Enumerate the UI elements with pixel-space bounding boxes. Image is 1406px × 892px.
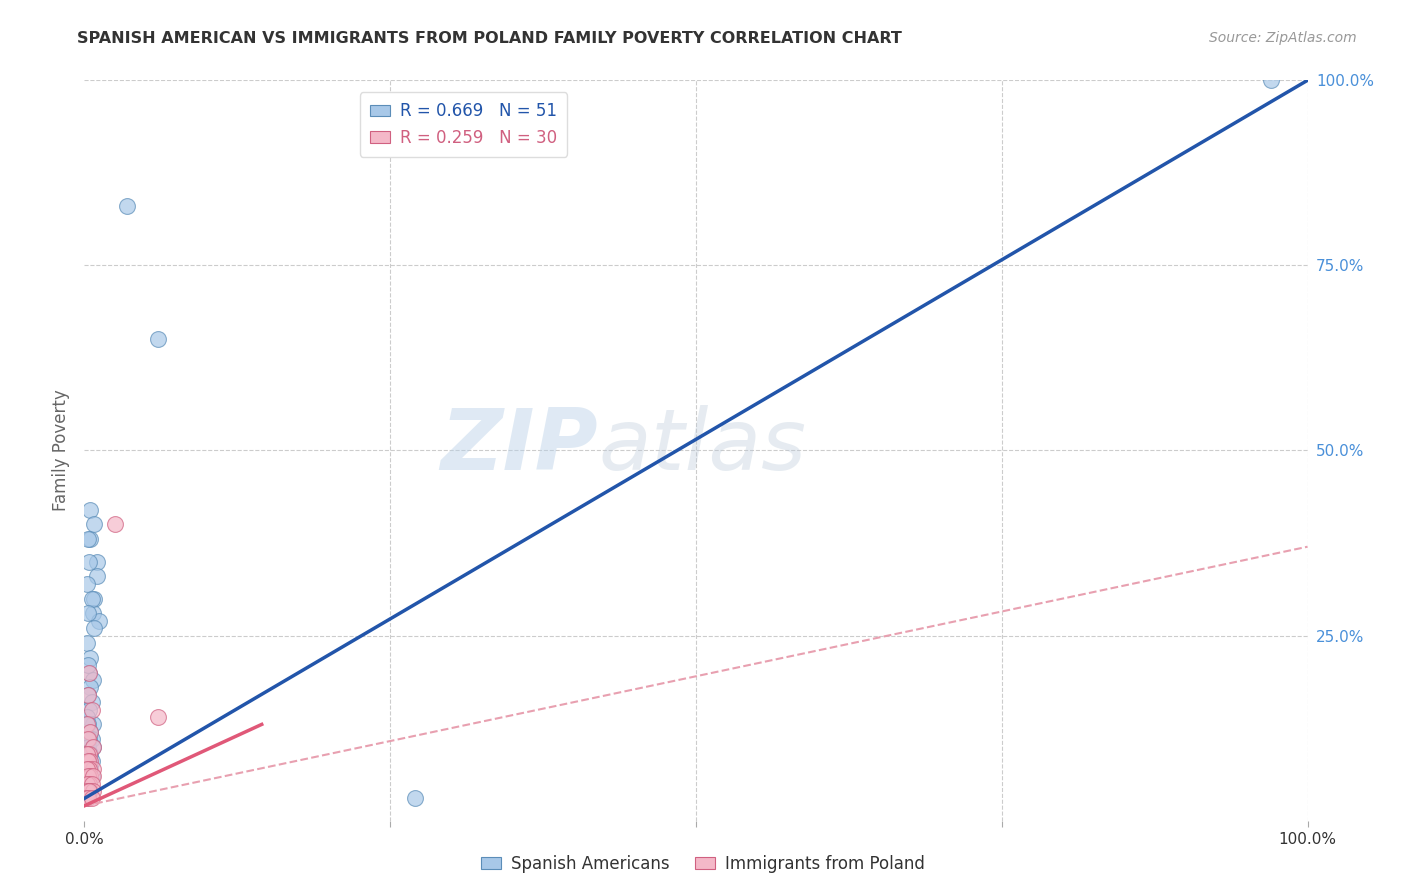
- Point: [77, 784, 100, 798]
- Point: [83, 517, 105, 532]
- Point: [77, 665, 100, 680]
- Point: [76, 747, 98, 761]
- Point: [77, 769, 100, 783]
- Point: [82, 739, 104, 754]
- Point: [86, 555, 108, 569]
- Text: atlas: atlas: [598, 405, 806, 488]
- Point: [80, 591, 103, 606]
- Point: [79, 533, 101, 547]
- Point: [77, 732, 100, 747]
- Point: [86, 569, 108, 583]
- Point: [79, 784, 101, 798]
- Point: [77, 732, 100, 747]
- Text: Source: ZipAtlas.com: Source: ZipAtlas.com: [1209, 31, 1357, 45]
- Point: [79, 755, 101, 769]
- Point: [77, 747, 100, 761]
- Point: [82, 717, 104, 731]
- Point: [76, 636, 98, 650]
- Point: [77, 658, 100, 673]
- Point: [404, 791, 426, 805]
- Point: [146, 332, 169, 346]
- Point: [79, 747, 101, 761]
- Point: [77, 755, 100, 769]
- Point: [82, 607, 104, 621]
- Point: [75, 784, 97, 798]
- Point: [104, 517, 127, 532]
- Point: [77, 784, 100, 798]
- Text: ZIP: ZIP: [440, 405, 598, 488]
- Point: [115, 199, 138, 213]
- Point: [83, 591, 105, 606]
- Point: [77, 776, 100, 791]
- Point: [87, 614, 110, 628]
- Point: [82, 673, 104, 687]
- Point: [82, 762, 104, 776]
- Point: [77, 755, 100, 769]
- Point: [146, 710, 169, 724]
- Legend: R = 0.669   N = 51, R = 0.259   N = 30: R = 0.669 N = 51, R = 0.259 N = 30: [360, 92, 567, 157]
- Point: [77, 776, 100, 791]
- Point: [76, 784, 98, 798]
- Point: [79, 769, 101, 783]
- Point: [80, 695, 103, 709]
- Point: [75, 791, 97, 805]
- Point: [77, 717, 100, 731]
- Point: [77, 555, 100, 569]
- Point: [79, 650, 101, 665]
- Point: [80, 769, 103, 783]
- Y-axis label: Family Poverty: Family Poverty: [52, 390, 70, 511]
- Point: [80, 703, 103, 717]
- Point: [80, 791, 103, 805]
- Point: [76, 762, 98, 776]
- Point: [80, 755, 103, 769]
- Point: [82, 739, 104, 754]
- Point: [82, 769, 104, 783]
- Point: [76, 776, 98, 791]
- Point: [79, 724, 101, 739]
- Point: [77, 791, 100, 805]
- Point: [82, 784, 104, 798]
- Point: [76, 576, 98, 591]
- Point: [79, 681, 101, 695]
- Point: [77, 762, 100, 776]
- Point: [83, 621, 105, 635]
- Point: [77, 769, 100, 783]
- Point: [77, 665, 100, 680]
- Point: [76, 776, 98, 791]
- Point: [77, 755, 100, 769]
- Point: [76, 717, 98, 731]
- Point: [76, 762, 98, 776]
- Point: [77, 607, 100, 621]
- Point: [77, 533, 100, 547]
- Point: [77, 703, 100, 717]
- Point: [76, 784, 98, 798]
- Point: [75, 776, 97, 791]
- Point: [77, 784, 100, 798]
- Point: [77, 688, 100, 702]
- Point: [77, 688, 100, 702]
- Point: [76, 710, 98, 724]
- Text: SPANISH AMERICAN VS IMMIGRANTS FROM POLAND FAMILY POVERTY CORRELATION CHART: SPANISH AMERICAN VS IMMIGRANTS FROM POLA…: [77, 31, 903, 46]
- Point: [75, 791, 97, 805]
- Point: [1260, 73, 1282, 87]
- Legend: Spanish Americans, Immigrants from Poland: Spanish Americans, Immigrants from Polan…: [475, 848, 931, 880]
- Point: [80, 732, 103, 747]
- Point: [79, 724, 101, 739]
- Point: [77, 739, 100, 754]
- Point: [80, 776, 103, 791]
- Point: [79, 502, 101, 516]
- Point: [76, 747, 98, 761]
- Point: [79, 762, 101, 776]
